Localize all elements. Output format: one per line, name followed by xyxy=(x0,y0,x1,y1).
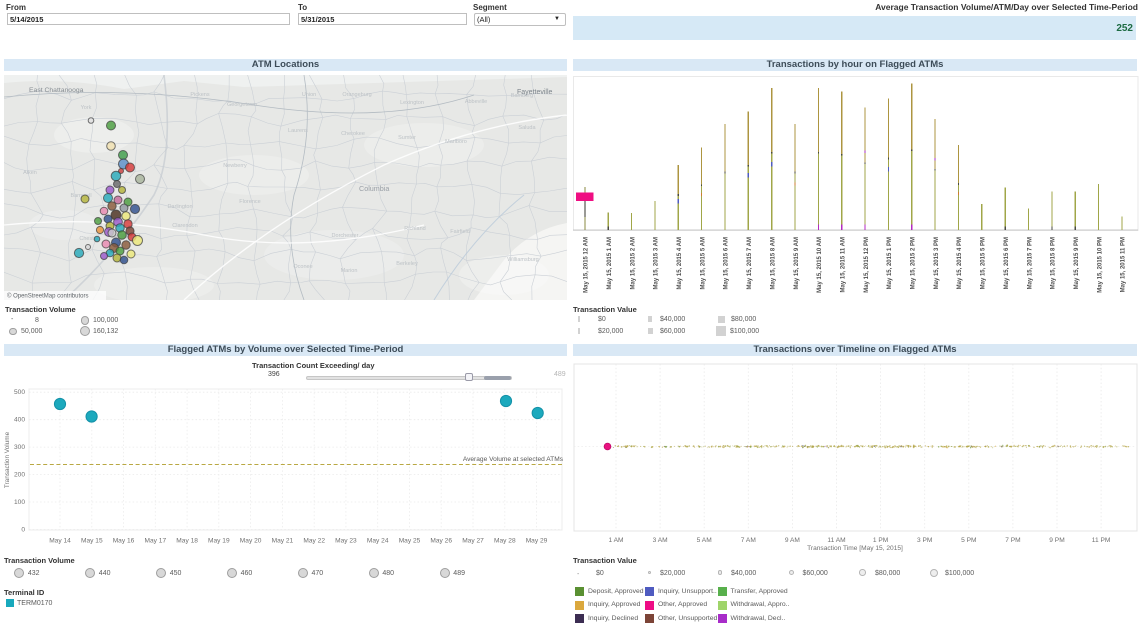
svg-text:Bamberg: Bamberg xyxy=(511,93,533,99)
svg-text:May 15, 2015 1 AM: May 15, 2015 1 AM xyxy=(607,237,613,289)
svg-text:May 15, 2015 12 AM: May 15, 2015 12 AM xyxy=(584,237,590,293)
svg-text:May 15, 2015 4 AM: May 15, 2015 4 AM xyxy=(677,237,683,289)
svg-text:Marlboro: Marlboro xyxy=(445,139,467,145)
svg-text:Berkeley: Berkeley xyxy=(396,261,418,267)
svg-text:May 22: May 22 xyxy=(303,538,325,545)
svg-text:May 29: May 29 xyxy=(526,538,548,545)
svg-text:9 AM: 9 AM xyxy=(785,537,800,544)
svg-text:Richland: Richland xyxy=(404,226,425,232)
svg-text:Georgetown: Georgetown xyxy=(227,102,257,108)
svg-text:Newberry: Newberry xyxy=(223,163,247,169)
svg-text:200: 200 xyxy=(14,472,25,479)
svg-text:May 15, 2015 7 AM: May 15, 2015 7 AM xyxy=(747,237,753,289)
svg-text:Pickens: Pickens xyxy=(190,92,210,98)
svg-text:Barnwell: Barnwell xyxy=(70,193,91,199)
svg-text:May 28: May 28 xyxy=(494,538,516,545)
svg-text:Average Volume at selected ATM: Average Volume at selected ATMs xyxy=(463,456,564,463)
svg-text:500: 500 xyxy=(14,389,25,396)
svg-text:May 15, 2015 1 PM: May 15, 2015 1 PM xyxy=(887,237,893,289)
svg-text:400: 400 xyxy=(14,417,25,424)
svg-text:May 15, 2015 3 PM: May 15, 2015 3 PM xyxy=(934,237,940,289)
svg-text:Union: Union xyxy=(302,92,316,98)
svg-text:May 27: May 27 xyxy=(462,538,484,545)
svg-text:May 15, 2015 10 PM: May 15, 2015 10 PM xyxy=(1097,237,1103,293)
svg-text:May 15, 2015 6 PM: May 15, 2015 6 PM xyxy=(1004,237,1010,289)
svg-text:May 21: May 21 xyxy=(272,538,294,545)
svg-text:May 25: May 25 xyxy=(399,538,421,545)
svg-text:Fayetteville: Fayetteville xyxy=(517,89,553,96)
svg-text:May 16: May 16 xyxy=(113,538,135,545)
svg-text:May 15, 2015 11 AM: May 15, 2015 11 AM xyxy=(841,237,847,292)
svg-text:May 15, 2015 9 PM: May 15, 2015 9 PM xyxy=(1074,237,1080,289)
svg-text:1 PM: 1 PM xyxy=(873,537,888,544)
svg-text:Saluda: Saluda xyxy=(518,125,536,131)
svg-text:Oconee: Oconee xyxy=(293,264,312,270)
svg-text:May 15, 2015 5 AM: May 15, 2015 5 AM xyxy=(700,237,706,289)
svg-text:Darlington: Darlington xyxy=(167,204,192,210)
svg-text:Marion: Marion xyxy=(341,268,358,274)
svg-text:Cherokee: Cherokee xyxy=(341,131,365,137)
svg-text:9 PM: 9 PM xyxy=(1049,537,1064,544)
svg-text:5 PM: 5 PM xyxy=(961,537,976,544)
svg-text:3 AM: 3 AM xyxy=(653,537,668,544)
svg-text:East Chattanooga: East Chattanooga xyxy=(29,87,84,94)
svg-text:May 19: May 19 xyxy=(208,538,230,545)
svg-text:May 14: May 14 xyxy=(49,538,71,545)
svg-text:May 15: May 15 xyxy=(81,538,103,545)
svg-text:May 15, 2015 8 PM: May 15, 2015 8 PM xyxy=(1051,237,1057,289)
svg-text:0: 0 xyxy=(21,527,25,534)
svg-text:Transaction Volume: Transaction Volume xyxy=(4,431,11,488)
svg-text:Dorchester: Dorchester xyxy=(332,233,359,239)
svg-text:May 15, 2015 2 PM: May 15, 2015 2 PM xyxy=(911,237,917,289)
svg-text:Abbeville: Abbeville xyxy=(465,99,487,105)
svg-text:May 15, 2015 4 PM: May 15, 2015 4 PM xyxy=(957,237,963,289)
svg-text:11 PM: 11 PM xyxy=(1092,537,1111,544)
svg-text:Columbia: Columbia xyxy=(359,184,389,193)
svg-text:Florence: Florence xyxy=(239,199,260,205)
svg-text:Laurens: Laurens xyxy=(288,128,308,134)
svg-text:300: 300 xyxy=(14,444,25,451)
svg-text:Lexington: Lexington xyxy=(400,100,424,106)
svg-text:7 AM: 7 AM xyxy=(741,537,756,544)
svg-text:5 AM: 5 AM xyxy=(697,537,712,544)
svg-text:May 15, 2015 12 PM: May 15, 2015 12 PM xyxy=(864,237,870,293)
svg-text:1 AM: 1 AM xyxy=(608,537,623,544)
svg-text:May 18: May 18 xyxy=(176,538,198,545)
svg-text:May 24: May 24 xyxy=(367,538,389,545)
svg-text:7 PM: 7 PM xyxy=(1005,537,1020,544)
svg-text:May 20: May 20 xyxy=(240,538,262,545)
svg-text:Orangeburg: Orangeburg xyxy=(342,92,371,98)
svg-text:Aiken: Aiken xyxy=(23,170,37,176)
svg-text:May 15, 2015 7 PM: May 15, 2015 7 PM xyxy=(1027,237,1033,289)
svg-text:May 17: May 17 xyxy=(144,538,166,545)
svg-text:Chester: Chester xyxy=(79,236,98,242)
svg-text:100: 100 xyxy=(14,499,25,506)
svg-text:May 15, 2015 5 PM: May 15, 2015 5 PM xyxy=(981,237,987,289)
svg-text:May 15, 2015 9 AM: May 15, 2015 9 AM xyxy=(794,237,800,289)
svg-text:May 15, 2015 8 AM: May 15, 2015 8 AM xyxy=(770,237,776,289)
svg-text:Williamsburg: Williamsburg xyxy=(507,257,538,263)
svg-text:11 AM: 11 AM xyxy=(827,537,845,544)
svg-text:Fairfield: Fairfield xyxy=(450,229,470,235)
svg-text:May 15, 2015 6 AM: May 15, 2015 6 AM xyxy=(724,237,730,289)
svg-text:May 15, 2015 10 AM: May 15, 2015 10 AM xyxy=(817,237,823,293)
svg-text:© OpenStreetMap contributors: © OpenStreetMap contributors xyxy=(7,293,88,300)
svg-text:May 15, 2015 3 AM: May 15, 2015 3 AM xyxy=(654,237,660,289)
svg-text:May 23: May 23 xyxy=(335,538,357,545)
svg-text:3 PM: 3 PM xyxy=(917,537,932,544)
svg-text:York: York xyxy=(81,105,92,111)
svg-text:Sumter: Sumter xyxy=(398,135,416,141)
svg-text:May 26: May 26 xyxy=(430,538,452,545)
svg-text:Clarendon: Clarendon xyxy=(172,223,197,229)
svg-text:May 15, 2015 11 PM: May 15, 2015 11 PM xyxy=(1121,237,1127,292)
svg-text:May 15, 2015 2 AM: May 15, 2015 2 AM xyxy=(630,237,636,289)
svg-text:Transaction Time [May 15, 2015: Transaction Time [May 15, 2015] xyxy=(807,545,903,552)
